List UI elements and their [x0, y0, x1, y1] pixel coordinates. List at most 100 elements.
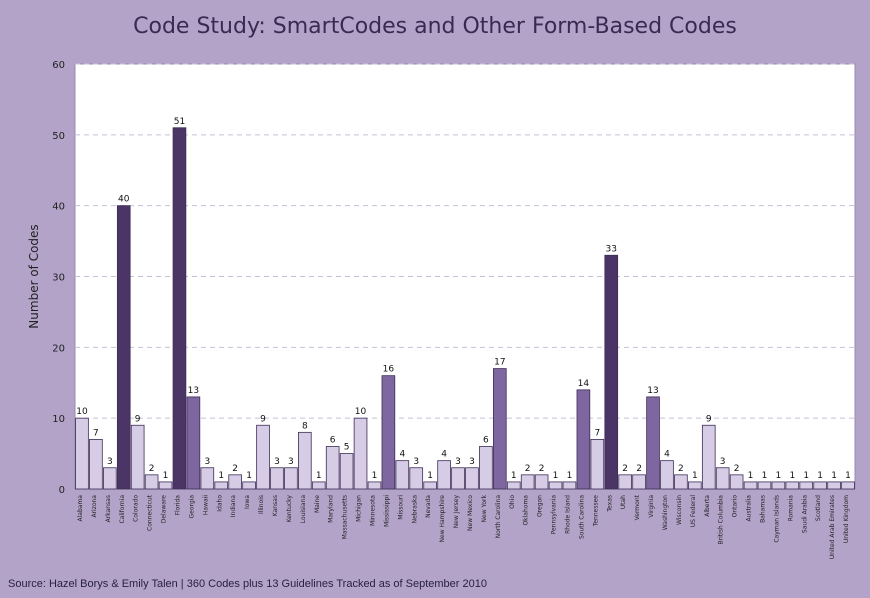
data-label: 3: [107, 457, 113, 467]
x-tick-label: South Carolina: [578, 495, 585, 539]
data-label: 17: [494, 358, 505, 368]
data-label: 10: [355, 407, 367, 417]
data-label: 2: [678, 464, 684, 474]
data-label: 1: [762, 471, 768, 481]
data-label: 1: [776, 471, 782, 481]
data-label: 1: [845, 471, 851, 481]
x-tick-label: Illinois: [258, 495, 265, 514]
bar: [186, 396, 201, 490]
bar: [89, 439, 103, 490]
bar: [576, 389, 591, 490]
x-tick-label: Rhode Island: [564, 495, 571, 534]
x-tick-label: Scotland: [815, 495, 822, 521]
x-tick-label: Kansas: [272, 495, 279, 516]
x-tick-label: British Columbia: [718, 495, 725, 545]
bar: [562, 481, 577, 490]
data-label: 1: [831, 471, 837, 481]
x-tick-label: Arkansas: [105, 495, 112, 522]
data-label: 2: [232, 464, 238, 474]
bar: [242, 481, 256, 490]
x-tick-label: Alberta: [704, 495, 711, 517]
y-axis-label: Number of Codes: [27, 224, 41, 328]
bar: [646, 396, 660, 490]
x-tick-label: US Federal: [690, 495, 697, 528]
x-tick-label: Ontario: [732, 495, 739, 518]
x-tick-label: Alabama: [77, 495, 84, 522]
data-label: 7: [594, 428, 600, 438]
data-label: 9: [706, 414, 712, 424]
x-tick-label: New Jersey: [453, 495, 460, 529]
x-tick-label: Louisiana: [300, 495, 307, 524]
data-label: 3: [204, 457, 210, 467]
data-label: 3: [288, 457, 294, 467]
data-label: 1: [511, 471, 517, 481]
x-tick-label: Romania: [787, 495, 794, 522]
x-tick-label: Florida: [174, 495, 181, 516]
data-label: 10: [76, 407, 88, 417]
data-label: 3: [413, 457, 419, 467]
data-label: 2: [149, 464, 155, 474]
bar: [353, 417, 368, 490]
data-label: 4: [441, 450, 447, 460]
data-label: 2: [539, 464, 545, 474]
x-tick-label: Missouri: [397, 495, 404, 520]
bar: [743, 481, 758, 490]
bar: [785, 481, 800, 490]
data-label: 1: [316, 471, 322, 481]
bar: [409, 467, 424, 490]
data-label: 4: [399, 450, 405, 460]
data-label: 13: [647, 386, 658, 396]
bar: [771, 481, 786, 490]
data-label: 2: [734, 464, 740, 474]
bar: [395, 460, 410, 490]
x-tick-label: Georgia: [188, 495, 195, 519]
bar: [437, 460, 451, 490]
y-tick-label: 40: [52, 202, 65, 213]
x-tick-label: Pennsylvania: [551, 495, 558, 535]
bar: [367, 481, 382, 490]
x-tick-label: United Kingdom: [843, 495, 850, 543]
bar: [339, 453, 354, 490]
data-label: 3: [469, 457, 475, 467]
y-tick-label: 50: [52, 131, 65, 142]
bar: [465, 467, 479, 490]
bar: [75, 417, 89, 490]
data-label: 1: [803, 471, 809, 481]
data-label: 3: [455, 457, 461, 467]
data-label: 4: [664, 450, 670, 460]
bar: [298, 431, 312, 490]
x-tick-label: Utah: [620, 495, 627, 509]
bar: [632, 474, 646, 490]
x-tick-label: Iowa: [244, 495, 251, 509]
x-tick-label: Arizona: [91, 495, 98, 518]
x-tick-label: North Carolina: [495, 495, 502, 539]
data-label: 1: [817, 471, 823, 481]
data-label: 2: [622, 464, 628, 474]
x-tick-label: New York: [481, 494, 488, 522]
data-label: 3: [274, 457, 280, 467]
bar: [799, 481, 814, 490]
bar: [479, 446, 493, 490]
data-label: 1: [789, 471, 795, 481]
x-tick-label: New Hampshire: [439, 495, 446, 543]
bar-chart: 0 10 20 30 40 50 60 Number of Codes 10 Alabama 7 Ar…: [27, 60, 856, 559]
data-label: 2: [525, 464, 531, 474]
x-tick-label: Tennessee: [592, 495, 599, 528]
data-label: 6: [330, 436, 336, 446]
bar: [130, 424, 145, 490]
x-tick-label: Hawaii: [202, 495, 209, 515]
x-tick-label: Wisconsin: [676, 495, 683, 525]
x-tick-label: Oklahoma: [523, 495, 530, 526]
bar: [674, 474, 688, 490]
bar: [103, 467, 117, 490]
data-label: 1: [567, 471, 573, 481]
bar: [590, 439, 605, 490]
bar: [841, 481, 855, 490]
data-label: 3: [720, 457, 726, 467]
x-tick-label: Saudi Arabia: [801, 495, 808, 533]
x-tick-label: Indiana: [230, 495, 237, 518]
bar: [813, 481, 827, 490]
x-tick-label: Idaho: [216, 495, 223, 512]
bar: [158, 481, 173, 490]
data-label: 1: [218, 471, 224, 481]
